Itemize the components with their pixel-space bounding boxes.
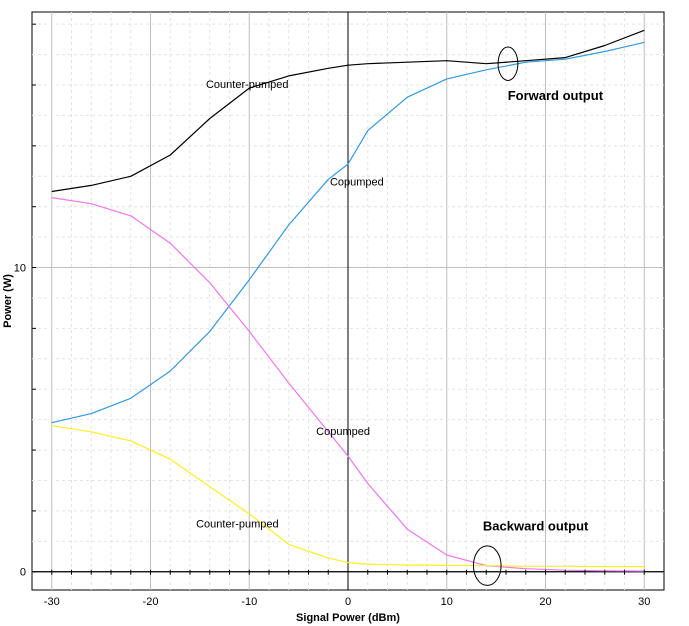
annotation-label: Forward output [508, 88, 604, 103]
series-line [51, 41, 645, 424]
grid [32, 12, 664, 590]
x-tick-label: 20 [539, 596, 551, 608]
tick-marks [32, 23, 645, 575]
curve-label: Copumped [316, 426, 370, 438]
annotation-ellipse [497, 46, 519, 81]
x-tick-label: 0 [345, 596, 351, 608]
y-axis-title: Power (W) [2, 274, 14, 328]
curve-label: Copumped [330, 176, 384, 188]
x-tick-label: 30 [638, 596, 650, 608]
series-line [51, 29, 645, 193]
annotation-ellipse [472, 545, 502, 586]
x-tick-label: -10 [241, 596, 257, 608]
x-tick-label: -30 [44, 596, 60, 608]
curve-label: Counter-pumped [206, 79, 289, 91]
series-line [51, 425, 645, 568]
tick-labels: -30 -20 -10 0 10 20 30 0 10 [14, 263, 651, 608]
curve-labels: Counter-pumped Copumped Copumped Counter-pu… [196, 79, 384, 531]
series-line [51, 197, 645, 572]
x-axis-title: Signal Power (dBm) [296, 612, 400, 624]
curve-label: Counter-pumped [196, 519, 279, 531]
annotations: Forward output Backward output [472, 46, 604, 586]
y-tick-label: 10 [14, 263, 26, 275]
x-tick-label: 10 [441, 596, 453, 608]
annotation-label: Backward output [483, 519, 589, 534]
y-tick-label: 0 [20, 567, 26, 579]
x-tick-label: -20 [143, 596, 159, 608]
series-group [51, 29, 645, 572]
